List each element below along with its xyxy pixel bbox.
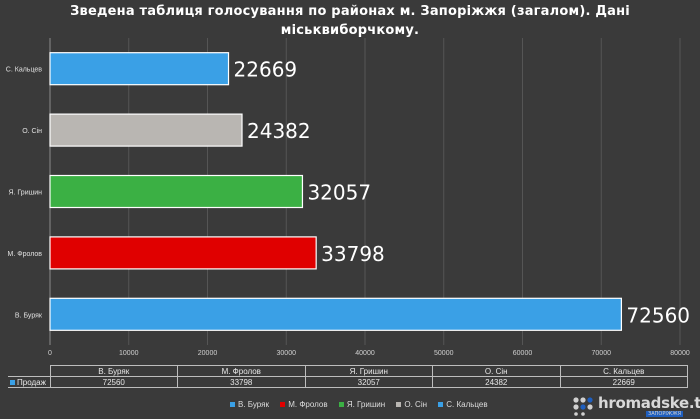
legend-item: О. Сін [396,400,427,409]
x-tick-label: 30000 [277,350,297,357]
legend-label: М. Фролов [288,400,328,409]
legend-swatch-icon [338,402,344,408]
bar [49,174,304,209]
x-tick-label: 70000 [592,350,612,357]
data-table: В. Буряк М. Фролов Я. Гришин О. Сін С. К… [8,365,688,388]
table-cell: 24382 [432,376,561,388]
y-tick-label: Я. Гришин [8,190,42,197]
x-tick-label: 0 [48,350,52,357]
chart-legend: В. Буряк М. Фролов Я. Гришин О. Сін С. К… [230,400,497,409]
bar [49,52,230,86]
legend-label: Я. Гришин [346,400,386,409]
chart-title-line-2: міськвиборчкому. [280,23,420,38]
legend-item: С. Кальцев [438,400,488,409]
legend-item: М. Фролов [280,400,328,409]
table-header: В. Буряк [49,365,178,377]
x-tick-label: 80000 [670,350,690,357]
legend-label: О. Сін [404,400,428,409]
legend-label: В. Буряк [238,400,269,409]
y-tick-label: М. Фролов [8,251,43,258]
hromadske-logo-subtitle: ЗАПОРІЖЖЯ [646,411,684,417]
x-tick-label: 50000 [434,350,454,357]
y-tick-label: В. Буряк [15,312,43,319]
table-cell: 72560 [49,376,178,388]
legend-swatch-icon [230,402,235,408]
data-label: 24382 [247,119,311,143]
legend-swatch-icon [280,402,286,408]
table-header: С. Кальцев [559,365,688,377]
legend-item: В. Буряк [230,400,269,409]
data-table-header-row: В. Буряк М. Фролов Я. Гришин О. Сін С. К… [8,365,688,377]
legend-swatch-icon [438,402,444,408]
x-tick-label: 20000 [198,350,218,357]
bar [49,297,623,331]
table-cell: 32057 [304,376,433,388]
y-tick-label: О. Сін [22,127,42,135]
data-table-corner [8,366,50,377]
data-label: 22669 [234,58,298,82]
table-cell: 22669 [559,376,688,388]
legend-label: С. Кальцев [446,400,488,409]
table-row-label: Продаж [8,376,51,388]
data-label: 33798 [321,242,385,266]
legend-item: Я. Гришин [338,400,386,409]
data-label: 72560 [626,303,690,327]
hromadske-logo-text: hromadske.tv [598,394,700,412]
bar [49,236,317,270]
table-header: О. Сін [432,365,561,377]
table-cell: 33798 [177,376,306,388]
x-tick-label: 10000 [119,350,139,357]
y-tick-label: С. Кальцев [6,67,42,74]
data-table-value-row: Продаж 72560 33798 32057 24382 22669 [8,376,688,388]
x-tick-label: 60000 [513,350,533,357]
bar-chart: 0 10000 20000 30000 40000 50000 60000 70000 8000… [6,38,690,357]
table-header: Я. Гришин [304,365,433,377]
data-label: 32057 [307,181,371,205]
hromadske-logo: hromadske.tv ЗАПОРІЖЖЯ [572,394,700,418]
bar [49,113,243,147]
table-row-label-text: Продаж [17,377,46,387]
legend-key-icon [10,379,15,385]
legend-swatch-icon [396,402,402,408]
chart-title: Зведена таблиця голосування по районах м… [0,2,700,40]
hromadske-logo-icon [573,397,593,416]
x-tick-label: 40000 [355,350,375,357]
table-header: М. Фролов [177,365,306,377]
chart-title-line-1: Зведена таблиця голосування по районах м… [70,4,630,19]
